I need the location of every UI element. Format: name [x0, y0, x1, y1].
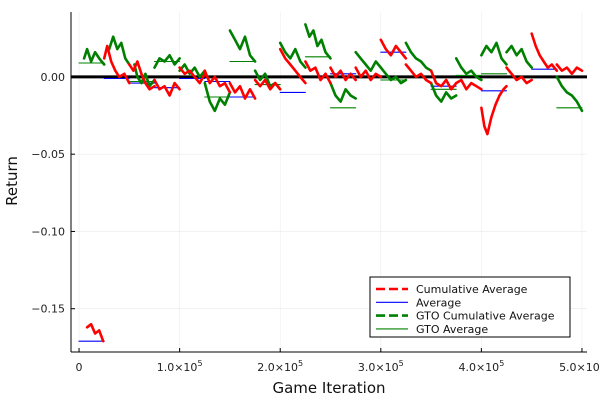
legend-label-2: GTO Cumulative Average: [416, 310, 555, 323]
series-2-segment-5: [203, 81, 232, 113]
y-tick-labels: 0.00 −0.05 −0.10 −0.15: [31, 71, 65, 316]
x-tick-label-1: 1.0×105: [157, 359, 203, 374]
series-2-segment-16: [480, 41, 508, 66]
series-2-segment-6: [228, 29, 257, 63]
series-0-segment-5: [203, 69, 232, 94]
plot-area: [78, 23, 584, 343]
series-2-segment-18: [555, 75, 584, 113]
series-0-segment-8: [278, 47, 307, 85]
series-0-segment-18: [530, 32, 559, 72]
series-2-segment-10: [329, 81, 358, 103]
legend-label-1: Average: [416, 296, 461, 309]
y-tick-label-0: 0.00: [41, 71, 66, 84]
series-0-segment-13: [404, 63, 433, 85]
series-0-segment-4: [178, 66, 207, 85]
series-2-segment-4: [178, 63, 207, 79]
x-axis-label: Game Iteration: [272, 379, 385, 397]
series-2-segment-11: [354, 50, 383, 72]
y-tick-label-3: −0.15: [31, 303, 65, 316]
series-2-segment-3: [153, 53, 181, 69]
legend-label-0: Cumulative Average: [416, 283, 528, 296]
series-0-segment-12: [379, 38, 408, 60]
series-0-segment-17: [505, 66, 534, 85]
x-tick-label-3: 3.0×105: [358, 359, 404, 374]
series-2-segment-12: [379, 66, 408, 85]
y-tick-label-1: −0.05: [31, 148, 65, 161]
series-0-segment-2: [128, 60, 156, 91]
series-0-segment-0: [85, 322, 105, 343]
series-2-segment-0: [82, 47, 106, 66]
series-0-segment-3: [153, 78, 181, 97]
y-tick-label-2: −0.10: [31, 225, 65, 238]
series-2-segment-14: [429, 81, 458, 103]
legend-box: [369, 276, 571, 338]
series-2-segment-8: [278, 41, 307, 69]
series-2-segment-1: [107, 35, 131, 66]
x-tick-label-5: 5.0×105: [559, 359, 600, 374]
series-0-segment-10: [329, 66, 358, 82]
x-tick-labels: 0 1.0×105 2.0×105 3.0×105 4.0×105 5.0×105: [76, 359, 600, 374]
axes: [70, 12, 587, 353]
series-0-segment-15: [454, 78, 483, 91]
series-2-segment-17: [505, 44, 534, 69]
series-cumulative-average: [85, 32, 584, 343]
x-tick-label-0: 0: [76, 361, 83, 374]
series-0-segment-7: [253, 78, 282, 91]
series-0-segment-1: [102, 44, 131, 85]
x-tick-label-4: 4.0×105: [458, 359, 504, 374]
x-tick-label-2: 2.0×105: [257, 359, 303, 374]
series-0-segment-19: [555, 63, 584, 76]
legend-label-3: GTO Average: [416, 323, 488, 336]
series-2-segment-13: [404, 41, 433, 72]
series-2-segment-15: [454, 57, 483, 82]
series-0-segment-6: [228, 81, 257, 100]
series-0-segment-9: [304, 60, 332, 85]
y-axis-label: Return: [3, 156, 21, 206]
series-2-segment-9: [304, 23, 332, 60]
series-0-segment-14: [429, 69, 458, 91]
series-0-segment-16: [480, 84, 508, 136]
series-0-segment-11: [354, 66, 383, 82]
